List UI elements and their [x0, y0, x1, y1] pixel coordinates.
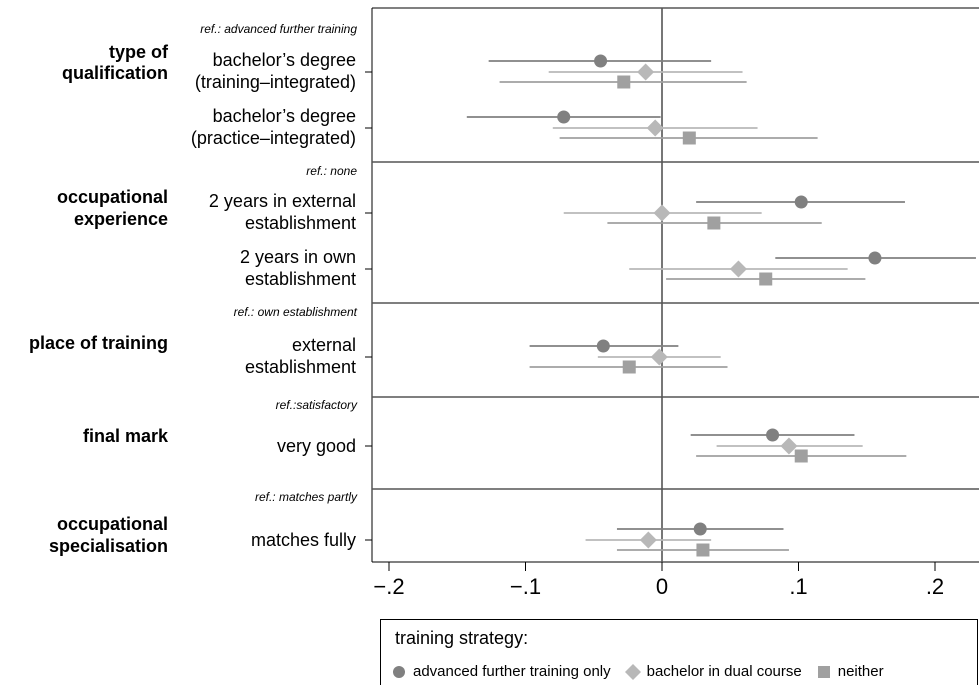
x-tick-label: 0: [656, 574, 668, 599]
row-label: (practice–integrated): [191, 128, 356, 148]
row-label: establishment: [245, 357, 356, 377]
reference-label: ref.: none: [306, 164, 357, 178]
estimate-point: [653, 204, 671, 222]
legend-marker: [393, 665, 405, 678]
estimate-point: [693, 522, 707, 536]
row-label: establishment: [245, 269, 356, 289]
row-label: external: [292, 335, 356, 355]
legend-item: bachelor in dual course: [624, 663, 802, 680]
estimate-point: [794, 449, 808, 463]
group-heading: occupational: [57, 187, 168, 207]
x-tick-label: −.2: [373, 574, 404, 599]
estimate-point: [637, 63, 655, 81]
row-label: bachelor’s degree: [213, 106, 356, 126]
group-heading: occupational: [57, 514, 168, 534]
legend-items: advanced further training only bachelor i…: [391, 663, 898, 684]
estimate-point: [794, 195, 808, 209]
legend-marker: [624, 663, 641, 680]
estimate-point: [707, 216, 721, 230]
legend-label: bachelor in dual course: [646, 663, 802, 680]
legend-marker: [817, 665, 830, 678]
x-tick-label: .2: [926, 574, 944, 599]
legend-item: advanced further training only: [391, 663, 611, 680]
x-tick-label: .1: [789, 574, 807, 599]
estimate-point: [594, 54, 608, 68]
group-heading: specialisation: [49, 536, 168, 556]
row-label: 2 years in external: [209, 191, 356, 211]
legend: training strategy: advanced further trai…: [380, 619, 978, 685]
group-heading: experience: [74, 209, 168, 229]
row-label: establishment: [245, 213, 356, 233]
estimate-point: [650, 348, 668, 366]
row-label: matches fully: [251, 530, 356, 550]
estimate-point: [682, 131, 696, 145]
row-label: bachelor’s degree: [213, 50, 356, 70]
x-tick-label: −.1: [510, 574, 541, 599]
estimate-point: [868, 251, 882, 265]
row-label: 2 years in own: [240, 247, 356, 267]
estimate-point: [766, 428, 780, 442]
estimate-point: [780, 437, 798, 455]
reference-label: ref.:satisfactory: [276, 398, 358, 412]
reference-label: ref.: advanced further training: [200, 22, 357, 36]
estimate-point: [646, 119, 664, 137]
estimate-point: [596, 339, 610, 353]
legend-title: training strategy:: [395, 628, 529, 648]
row-label: (training–integrated): [195, 72, 356, 92]
reference-label: ref.: matches partly: [255, 490, 358, 504]
group-heading: place of training: [29, 333, 168, 353]
estimate-point: [557, 110, 571, 124]
estimate-point: [639, 531, 657, 549]
row-label: very good: [277, 436, 356, 456]
estimate-point: [729, 260, 747, 278]
legend-label: neither: [837, 663, 884, 680]
reference-label: ref.: own establishment: [234, 305, 358, 319]
estimate-point: [696, 543, 710, 557]
estimate-point: [759, 272, 773, 286]
coefficient-chart: −.2 −.1 0 .1 .2 ref.: advanced further traini…: [29, 7, 979, 599]
legend-item: neither: [816, 663, 884, 680]
estimate-point: [617, 75, 631, 89]
estimate-point: [622, 360, 636, 374]
legend-label: advanced further training only: [413, 663, 611, 680]
group-heading: final mark: [83, 426, 169, 446]
group-heading: qualification: [62, 63, 168, 83]
group-heading: type of: [109, 42, 169, 62]
